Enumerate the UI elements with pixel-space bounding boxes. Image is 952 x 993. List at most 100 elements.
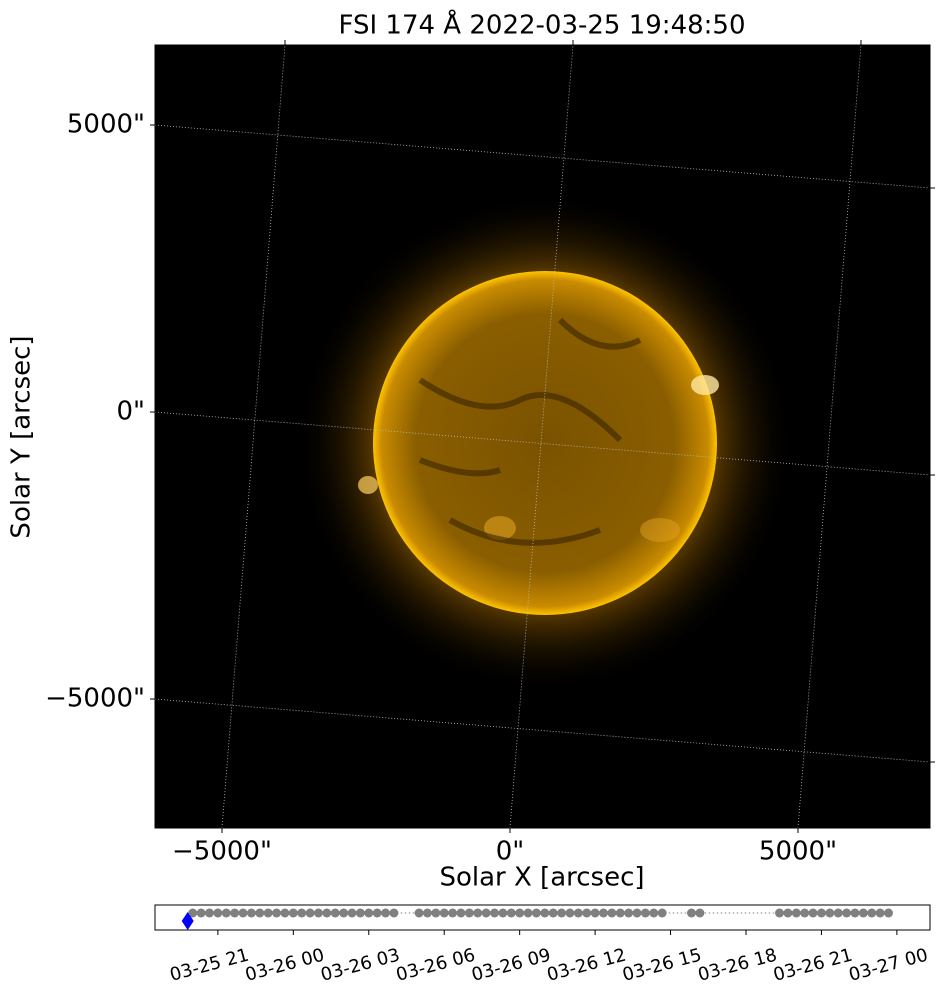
x-tick-label: 03-26 06 [394,945,478,986]
chart-title: FSI 174 Å 2022-03-25 19:48:50 [338,9,745,41]
x-tick-label: 03-26 18 [696,945,780,986]
observation-point [657,908,667,918]
grid-line [509,45,574,828]
grid [155,45,930,828]
observation-point [687,908,697,918]
observation-point [188,908,198,918]
x-tick-label: 0" [496,837,525,867]
observation-point [288,908,298,918]
observation-point [456,908,466,918]
observation-point [850,908,860,918]
observation-point [867,908,877,918]
grid-line [155,124,930,189]
observation-point [238,908,248,918]
observation-point [531,908,541,918]
grid-line [155,698,930,763]
x-tick-label: 03-26 09 [469,945,553,986]
observation-point [624,908,634,918]
grid-line [155,411,930,476]
observation-point [431,908,441,918]
x-tick-label: 03-26 21 [771,945,855,986]
observation-point [800,908,810,918]
observation-point [355,908,365,918]
observation-point [213,908,223,918]
observation-point [414,908,424,918]
observation-point [783,908,793,918]
observation-point [297,908,307,918]
y-axis-label: Solar Y [arcsec] [7,335,37,538]
observation-point [615,908,625,918]
observation-point [858,908,868,918]
observation-point [230,908,240,918]
observation-point [263,908,273,918]
observation-point [640,908,650,918]
y-tick-label: 5000" [67,110,145,140]
observation-point [255,908,265,918]
current-marker [181,912,194,930]
x-tick-label: 03-26 15 [620,945,704,986]
observation-point [540,908,550,918]
observation-point [347,908,357,918]
observation-point [448,908,458,918]
grid-line [221,45,286,828]
observation-point [490,908,500,918]
observation-point [422,908,432,918]
observation-point [808,908,818,918]
x-axis-label: Solar X [arcsec] [439,863,644,893]
observation-point [372,908,382,918]
map-axes: FSI 174 Å 2022-03-25 19:48:50 Solar X [a… [7,9,935,893]
observation-point [607,908,617,918]
observation-point [632,908,642,918]
timeline-frame [154,904,931,931]
observation-point [649,908,659,918]
observation-point [439,908,449,918]
observation-point [825,908,835,918]
observation-point [515,908,525,918]
bright-region [358,476,378,494]
solar-disk [373,271,717,615]
observation-point [875,908,885,918]
observation-point [695,908,705,918]
bright-region [640,518,680,542]
observation-point [573,908,583,918]
observation-point [196,908,206,918]
observation-point [313,908,323,918]
sun-image [295,193,795,693]
observation-point [598,908,608,918]
observation-point [884,908,894,918]
axes-frame [154,44,931,829]
dark-filaments [418,317,642,546]
observation-point [506,908,516,918]
observation-point [204,908,214,918]
observation-point [775,908,785,918]
bright-region [691,375,719,395]
observation-point [221,908,231,918]
observation-point [590,908,600,918]
observation-point [464,908,474,918]
observation-point [305,908,315,918]
observation-point [481,908,491,918]
observation-point [381,908,391,918]
observation-point [364,908,374,918]
observation-point [272,908,282,918]
y-tick-label: −5000" [45,684,145,714]
x-tick-label: −5000" [172,837,272,867]
x-tick-label: 03-27 00 [847,945,931,986]
x-tick-label: 5000" [759,837,837,867]
observation-point [548,908,558,918]
grid-line [797,45,862,828]
observation-point [473,908,483,918]
observation-point [330,908,340,918]
x-tick-label: 03-26 03 [318,945,402,986]
x-tick-label: 03-25 21 [168,945,252,986]
observation-point [565,908,575,918]
observation-point [816,908,826,918]
observation-point [582,908,592,918]
observation-point [322,908,332,918]
x-tick-label: 03-26 00 [243,945,327,986]
observation-point [339,908,349,918]
observation-point [246,908,256,918]
bright-region [484,516,516,540]
